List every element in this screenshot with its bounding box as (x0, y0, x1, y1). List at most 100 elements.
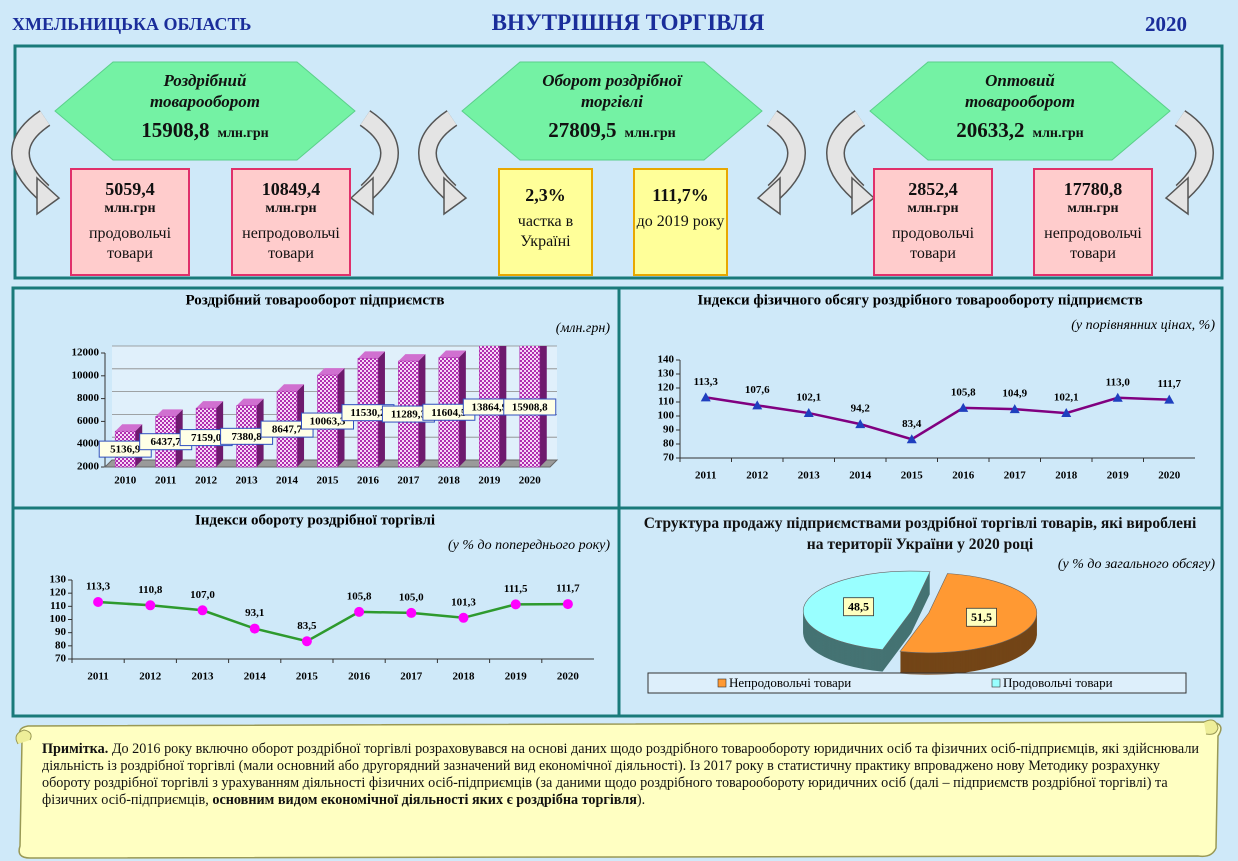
value-label: 113,0 (1106, 376, 1131, 388)
y-tick-label: 90 (663, 424, 675, 436)
x-tick-label: 2013 (798, 470, 821, 482)
box-label: непродовольчі товари (242, 225, 340, 262)
box-value: 10849,4 (261, 179, 321, 199)
value-label: 94,2 (851, 403, 871, 415)
value-label: 107,6 (745, 384, 770, 396)
x-tick-label: 2019 (1107, 470, 1130, 482)
x-tick-label: 2014 (276, 475, 299, 487)
hexagon-text: Оборот роздрібної торгівлі 27809,5 млн.грн (502, 70, 722, 143)
x-tick-label: 2020 (1158, 470, 1181, 482)
marker (700, 392, 711, 402)
value-label: 51,5 (971, 610, 992, 624)
scroll-curl (1203, 719, 1219, 735)
x-tick-label: 2018 (438, 475, 461, 487)
chart-subtitle: (млн.грн) (556, 321, 611, 336)
y-tick-label: 80 (55, 639, 67, 651)
y-tick-label: 8000 (77, 392, 100, 404)
x-tick-label: 2010 (114, 475, 137, 487)
curved-arrow (12, 111, 50, 198)
y-tick-label: 140 (658, 354, 675, 366)
marker (301, 636, 312, 647)
value-label: 93,1 (245, 607, 264, 619)
span: млн.грн (1032, 126, 1084, 141)
x-tick-label: 2012 (139, 671, 162, 683)
bar-top (277, 384, 305, 392)
box-value: 111,7% (652, 185, 709, 205)
box-value: 5059,4 (105, 179, 155, 199)
value-label: 11289,3 (391, 409, 427, 421)
marker (458, 612, 469, 623)
value-label: 110,8 (138, 584, 163, 596)
info-box: 2,3% частка в Україні (498, 168, 593, 276)
value-label-box (503, 398, 557, 416)
x-tick-label: 2015 (901, 470, 924, 482)
x-tick-label: 2011 (155, 475, 176, 487)
span: 20633,2 (956, 118, 1025, 142)
info-box: 2852,4 млн.грн продовольчі товари (873, 168, 993, 276)
chart-title: Індекси обороту роздрібної торгівлі (195, 512, 435, 528)
marker (958, 402, 969, 412)
marker (562, 599, 573, 610)
arrow-head (349, 176, 374, 216)
value-label: 11604,5 (431, 407, 467, 419)
value-label: 11530,2 (350, 407, 386, 419)
region: ХМЕЛЬНИЦЬКА ОБЛАСТЬ (12, 14, 252, 34)
y-tick-label: 120 (658, 382, 675, 394)
marker (855, 419, 866, 429)
bar-top (438, 350, 466, 358)
arrow-head (756, 176, 781, 216)
value-label: 83,5 (297, 620, 317, 632)
x-tick-label: 2016 (952, 470, 975, 482)
note-text: До 2016 року включно оборот роздрібної т… (42, 741, 1199, 808)
value-label: 102,1 (1054, 392, 1079, 404)
marker (1009, 404, 1020, 414)
curved-arrow (419, 111, 457, 198)
value-label-box (843, 597, 874, 617)
x-tick-label: 2012 (195, 475, 218, 487)
marker (906, 434, 917, 444)
chart-subtitle: (у % до попереднього року) (448, 538, 610, 553)
value-label: 102,1 (796, 392, 821, 404)
value-label: 48,5 (848, 599, 869, 613)
x-tick-label: 2014 (244, 671, 267, 683)
bar-top (317, 368, 345, 376)
value-label: 107,0 (190, 589, 215, 601)
legend-swatch (991, 678, 1001, 688)
chart-title: Роздрібний товарооборот підприємств (186, 292, 445, 308)
legend (647, 672, 1187, 694)
info-box: 10849,4 млн.грн непродовольчі товари (231, 168, 351, 276)
value-label: 6437,7 (151, 436, 182, 448)
year: 2020 (1145, 12, 1187, 36)
box-label: частка в Україні (517, 213, 574, 250)
span: млн.грн (217, 126, 269, 141)
x-tick-label: 2020 (557, 671, 580, 683)
line (705, 396, 1170, 441)
y-tick-label: 10000 (72, 369, 100, 381)
x-tick-label: 2020 (519, 475, 542, 487)
curved-arrow (1175, 111, 1213, 198)
arrow-head (36, 176, 61, 216)
y-tick-label: 4000 (77, 438, 100, 450)
box-unit: млн.грн (265, 201, 317, 216)
hexagon-text: Оптовий товарооборот 20633,2 млн.грн (910, 70, 1130, 143)
panel-value-line: 20633,2 млн.грн (910, 118, 1130, 143)
arrow-head (1164, 176, 1189, 216)
panel-title: Роздрібний товарооборот (150, 71, 260, 111)
value-label: 111,7 (1157, 378, 1181, 390)
bar-top (398, 354, 426, 362)
y-tick-label: 6000 (77, 415, 100, 427)
bar-top (236, 398, 264, 406)
box-value: 2852,4 (908, 179, 958, 199)
bar-top (357, 351, 385, 359)
x-tick-label: 2015 (317, 475, 340, 487)
value-label: 113,3 (694, 376, 719, 388)
note: Примітка. До 2016 року включно оборот ро… (30, 735, 1215, 847)
curved-arrow (767, 111, 805, 198)
box-label: непродовольчі товари (1044, 225, 1142, 262)
x-tick-label: 2014 (849, 470, 872, 482)
marker (197, 605, 208, 616)
y-tick-label: 100 (658, 410, 675, 422)
value-label-box (966, 607, 997, 627)
